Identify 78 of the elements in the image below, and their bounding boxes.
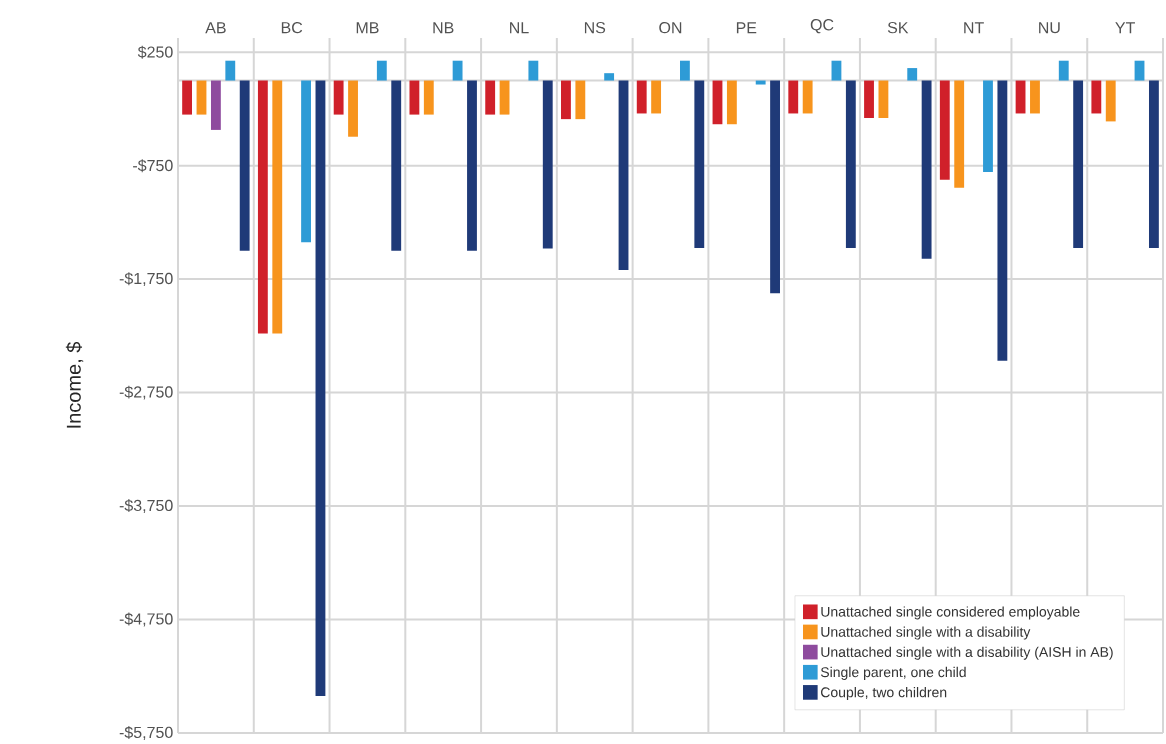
y-tick-label: $250 bbox=[137, 45, 173, 59]
bar bbox=[485, 80, 496, 115]
y-tick-label: -$1,750 bbox=[119, 272, 173, 287]
bar bbox=[770, 80, 780, 294]
bar bbox=[1058, 60, 1069, 81]
bar bbox=[1091, 80, 1102, 114]
bar bbox=[561, 80, 571, 120]
bar bbox=[315, 80, 326, 697]
bar bbox=[726, 80, 737, 125]
bar bbox=[225, 60, 236, 81]
bar bbox=[618, 80, 629, 271]
bar bbox=[239, 80, 250, 251]
bar bbox=[1134, 60, 1145, 81]
x-tick-label: NB bbox=[433, 22, 454, 34]
x-tick-label: SK bbox=[887, 21, 909, 34]
bar bbox=[1148, 80, 1159, 248]
x-tick-label: PE bbox=[736, 22, 757, 34]
bar bbox=[636, 80, 647, 114]
bar bbox=[939, 80, 950, 180]
bar bbox=[301, 80, 311, 243]
bar bbox=[575, 80, 586, 120]
y-tick-label: -$3,750 bbox=[119, 499, 173, 514]
bar bbox=[528, 60, 539, 81]
bar bbox=[694, 80, 705, 248]
legend-label: Unattached single with a disability bbox=[821, 626, 1031, 640]
y-tick-label: -$5,750 bbox=[119, 726, 173, 740]
bar bbox=[257, 80, 268, 334]
bar bbox=[788, 80, 799, 114]
bar bbox=[997, 80, 1008, 361]
bar bbox=[604, 73, 615, 81]
bar bbox=[1073, 80, 1084, 248]
legend-label: Unattached single considered employable bbox=[821, 606, 1080, 620]
bar bbox=[182, 80, 193, 115]
bar bbox=[333, 80, 344, 115]
bar bbox=[272, 80, 283, 334]
x-tick-label: YT bbox=[1115, 22, 1135, 34]
bar bbox=[802, 80, 813, 114]
bar bbox=[376, 60, 387, 81]
bar bbox=[651, 80, 662, 114]
legend-label: Single parent, one child bbox=[820, 666, 966, 680]
legend-label: Unattached single with a disability (AISH in AB) bbox=[821, 646, 1113, 660]
y-axis-title: Income, $ bbox=[65, 341, 84, 428]
bar bbox=[1030, 80, 1040, 114]
bar bbox=[954, 80, 965, 188]
x-tick-label: QC bbox=[810, 19, 834, 34]
bar bbox=[921, 80, 932, 259]
bar bbox=[878, 80, 889, 118]
bar bbox=[712, 80, 723, 125]
bar bbox=[864, 80, 874, 118]
bar bbox=[755, 80, 766, 85]
bar bbox=[409, 80, 420, 115]
bar bbox=[452, 60, 463, 81]
bar bbox=[542, 80, 553, 249]
bar bbox=[210, 80, 221, 130]
bar bbox=[831, 60, 842, 81]
x-tick-label: AB bbox=[205, 22, 226, 34]
bar bbox=[499, 80, 510, 115]
x-tick-label: ON bbox=[659, 21, 682, 34]
y-tick-label: -$4,750 bbox=[119, 612, 173, 627]
bar bbox=[391, 80, 402, 251]
bar bbox=[845, 80, 856, 248]
bar bbox=[679, 60, 690, 81]
bar bbox=[983, 80, 993, 172]
bar bbox=[467, 80, 477, 251]
bar bbox=[423, 80, 434, 115]
legend-label: Couple, two children bbox=[821, 686, 947, 701]
x-tick-label: NS bbox=[584, 21, 606, 34]
y-tick-label: -$2,750 bbox=[119, 385, 173, 400]
x-tick-label: NL bbox=[510, 22, 529, 34]
x-tick-label: NU bbox=[1039, 22, 1060, 34]
bar bbox=[1105, 80, 1116, 122]
x-tick-label: NT bbox=[964, 22, 984, 34]
y-tick-label: -$750 bbox=[133, 159, 173, 173]
bar bbox=[196, 80, 207, 115]
x-tick-label: BC bbox=[281, 21, 303, 34]
bar bbox=[907, 68, 918, 81]
x-tick-label: MB bbox=[356, 22, 379, 34]
bar bbox=[348, 80, 358, 137]
